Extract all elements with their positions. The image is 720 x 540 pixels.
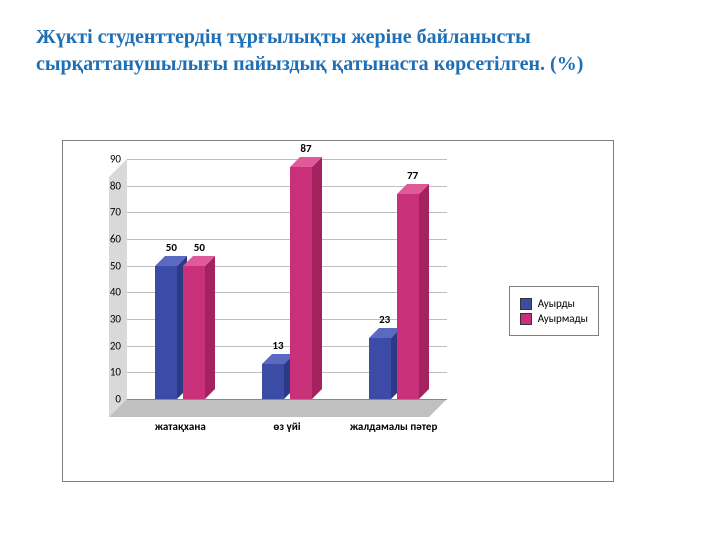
chart-floor — [127, 399, 447, 417]
bar: 50 — [183, 266, 205, 399]
bar-value-label: 87 — [286, 142, 326, 155]
x-category-label: өз үйі — [227, 421, 347, 434]
legend-swatch — [520, 298, 532, 310]
y-tick-label: 0 — [115, 393, 121, 406]
legend-item: Ауырмады — [520, 312, 588, 325]
bar-value-label: 50 — [179, 241, 219, 254]
y-tick-label: 60 — [110, 233, 121, 246]
y-tick-label: 40 — [110, 286, 121, 299]
y-tick-label: 80 — [110, 179, 121, 192]
y-tick-label: 20 — [110, 339, 121, 352]
legend-swatch — [520, 313, 532, 325]
chart-container: 0102030405060708090 505013872377 жатақха… — [62, 140, 614, 482]
legend-label: Ауырмады — [538, 312, 588, 325]
bar-value-label: 77 — [393, 169, 433, 182]
chart-legend: Ауырды Ауырмады — [509, 286, 599, 336]
backwall — [109, 159, 127, 399]
x-category-label: жатақхана — [120, 421, 240, 434]
bar: 13 — [262, 364, 284, 399]
y-tick-label: 90 — [110, 153, 121, 166]
bar: 77 — [397, 194, 419, 399]
y-tick-label: 30 — [110, 313, 121, 326]
grid-line — [127, 186, 447, 187]
page-title: Жүкті студенттердің тұрғылықты жеріне ба… — [36, 24, 684, 78]
grid-line — [127, 159, 447, 160]
plot-area: 0102030405060708090 505013872377 жатақха… — [127, 159, 447, 399]
y-tick-label: 50 — [110, 259, 121, 272]
y-tick-label: 70 — [110, 206, 121, 219]
legend-item: Ауырды — [520, 297, 588, 310]
bar: 50 — [155, 266, 177, 399]
bar: 87 — [290, 167, 312, 399]
legend-label: Ауырды — [538, 297, 575, 310]
bar: 23 — [369, 338, 391, 399]
x-category-label: жалдамалы пәтер — [334, 421, 454, 434]
y-tick-label: 10 — [110, 366, 121, 379]
